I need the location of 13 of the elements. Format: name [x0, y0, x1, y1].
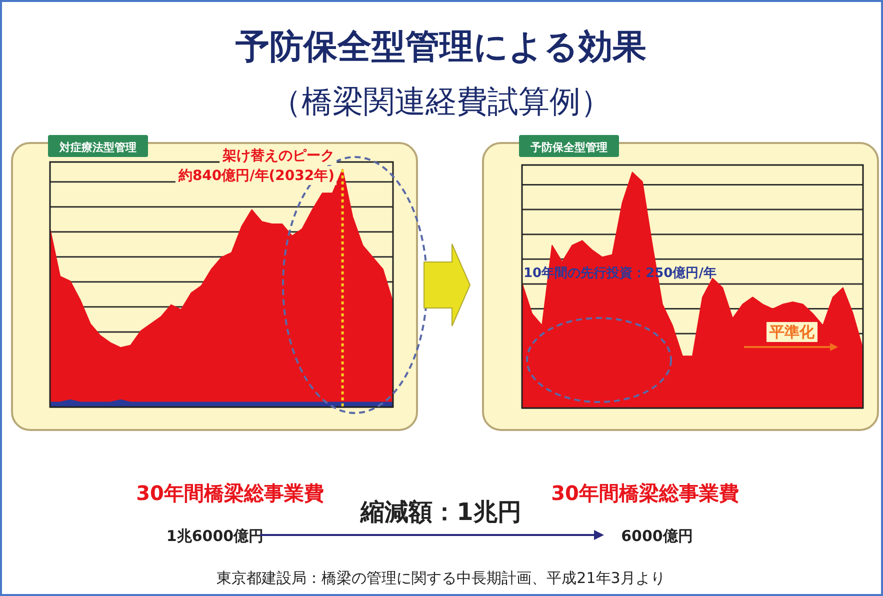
annotation: 約840億円/年(2032年)	[177, 167, 335, 184]
text: 1兆6000億円	[166, 527, 264, 545]
text: 縮減額：1兆円	[360, 498, 522, 526]
chart-title: 対症療法型管理	[58, 141, 136, 154]
text: 架け替えのピーク	[222, 148, 335, 164]
text: 6000億円	[621, 527, 693, 545]
annotation: 平準化	[768, 323, 816, 341]
text: 予防保全型管理による効果	[234, 27, 646, 67]
text: 東京都建設局：橋梁の管理に関する中長期計画、平成21年3月より	[216, 569, 666, 587]
chart-title: 予防保全型管理	[530, 141, 608, 154]
text: 30年間橋梁総事業費	[136, 481, 324, 505]
text: （橋梁関連経費試算例）	[270, 84, 612, 120]
text: 30年間橋梁総事業費	[551, 481, 739, 505]
